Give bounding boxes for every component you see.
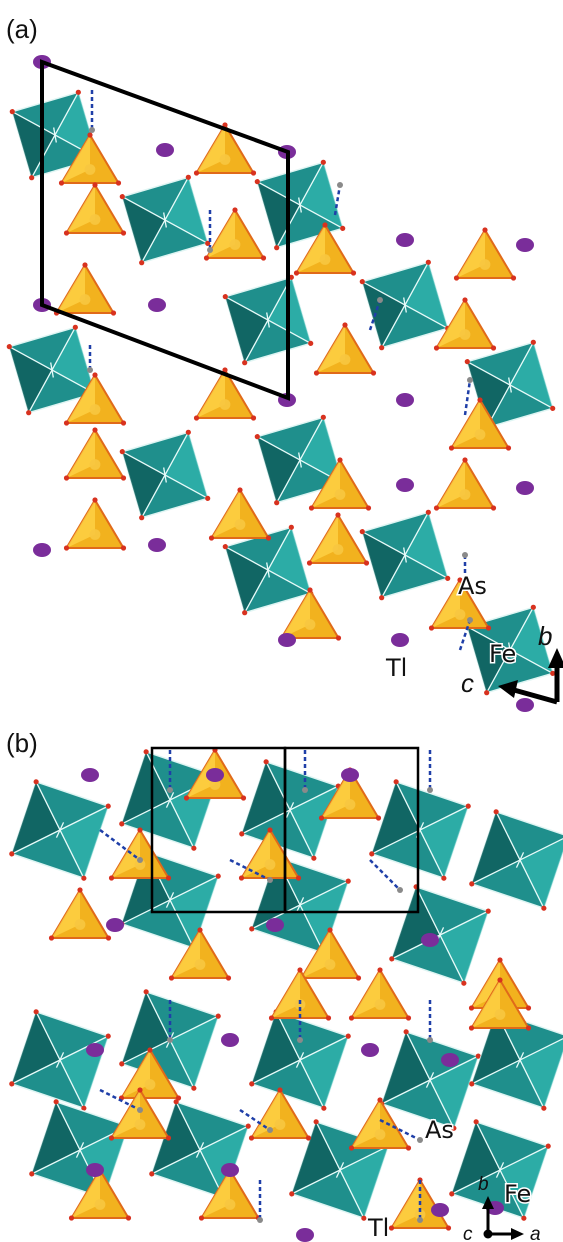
as-tetrahedron-icon: [63, 497, 127, 551]
as-tetrahedron-icon: [268, 967, 332, 1021]
tl-atom-icon: [221, 1163, 239, 1177]
as-tetrahedron-icon: [468, 977, 532, 1031]
panel-a: [6, 55, 556, 712]
tl-atom-icon: [278, 633, 296, 647]
tl-atom-icon: [421, 933, 439, 947]
tl-atom-icon: [86, 1043, 104, 1057]
as-label-b: As: [425, 1116, 454, 1144]
as-tetrahedron-icon: [108, 1087, 172, 1141]
as-tetrahedron-icon: [448, 397, 512, 451]
fe-octahedron-icon: [239, 759, 341, 861]
fe-octahedron-icon: [359, 259, 451, 351]
axis-arrow-icon: [498, 648, 563, 705]
tl-atom-icon: [296, 1228, 314, 1242]
fe-octahedron-icon: [359, 509, 451, 601]
axis-a-label-b: a: [530, 1224, 541, 1242]
as-tetrahedron-icon: [48, 887, 112, 941]
tl-atom-icon: [396, 478, 414, 492]
tl-atom-icon: [341, 768, 359, 782]
panel-b: [9, 746, 563, 1242]
as-tetrahedron-icon: [306, 512, 370, 566]
tl-atom-icon: [431, 1203, 449, 1217]
axis-arrow-icon: [482, 1196, 524, 1240]
as-label-a: As: [458, 572, 487, 600]
fe-octahedron-icon: [9, 1009, 111, 1111]
as-tetrahedron-icon: [108, 827, 172, 881]
axis-b-label-b: b: [478, 1174, 489, 1195]
tl-atom-icon: [156, 143, 174, 157]
fe-octahedron-icon: [119, 174, 211, 266]
as-tetrahedron-icon: [193, 122, 257, 176]
fe-octahedron-icon: [222, 524, 314, 616]
as-tetrahedron-icon: [318, 767, 382, 821]
fe-octahedron-icon: [9, 779, 111, 881]
panel-a-label: (a): [6, 14, 38, 44]
axis-b-label-a: b: [538, 621, 552, 651]
as-tetrahedron-icon: [313, 322, 377, 376]
tl-label-b: Tl: [367, 1214, 389, 1242]
tl-atom-icon: [148, 538, 166, 552]
fe-octahedron-icon: [119, 849, 221, 951]
as-tetrahedron-icon: [193, 367, 257, 421]
as-tetrahedron-icon: [433, 457, 497, 511]
tl-atom-icon: [391, 633, 409, 647]
unit-cell-outline: [283, 746, 420, 914]
as-tetrahedron-icon: [428, 577, 492, 631]
as-tetrahedron-icon: [198, 1167, 262, 1221]
tl-atom-icon: [516, 481, 534, 495]
as-tetrahedron-icon: [278, 587, 342, 641]
tl-atom-icon: [396, 393, 414, 407]
as-tetrahedron-icon: [348, 967, 412, 1021]
as-tetrahedron-icon: [433, 297, 497, 351]
tl-atom-icon: [81, 768, 99, 782]
tl-atom-icon: [516, 698, 534, 712]
tl-atom-icon: [86, 1163, 104, 1177]
fe-octahedron-icon: [389, 884, 491, 986]
as-tetrahedron-icon: [63, 182, 127, 236]
as-tetrahedron-icon: [68, 1167, 132, 1221]
tl-atom-icon: [33, 543, 51, 557]
tl-atom-icon: [266, 918, 284, 932]
fe-octahedron-icon: [119, 429, 211, 521]
axis-c-label-a: c: [461, 668, 474, 698]
as-tetrahedron-icon: [298, 927, 362, 981]
as-tetrahedron-icon: [118, 1047, 182, 1101]
fe-octahedron-icon: [369, 779, 471, 881]
fe-octahedron-icon: [249, 1009, 351, 1111]
as-tetrahedron-icon: [208, 487, 272, 541]
fe-octahedron-icon: [254, 414, 346, 506]
tl-atom-icon: [516, 238, 534, 252]
panel-b-label: (b): [6, 728, 38, 758]
fe-octahedron-icon: [222, 274, 314, 366]
as-tetrahedron-icon: [168, 927, 232, 981]
tl-label-a: Tl: [385, 654, 407, 682]
fe-label-b: Fe: [504, 1180, 531, 1208]
as-tetrahedron-icon: [348, 1097, 412, 1151]
axis-c-label-b: c: [463, 1224, 473, 1242]
as-tetrahedron-icon: [293, 222, 357, 276]
fe-octahedron-icon: [29, 1099, 131, 1201]
as-tetrahedron-icon: [203, 207, 267, 261]
tl-atom-icon: [206, 768, 224, 782]
as-tetrahedron-icon: [453, 227, 517, 281]
fe-label-a: Fe: [489, 640, 516, 668]
tl-atom-icon: [361, 1043, 379, 1057]
tl-atom-icon: [148, 298, 166, 312]
as-tetrahedron-icon: [308, 457, 372, 511]
unit-cell-outline: [40, 59, 290, 401]
tl-atom-icon: [221, 1033, 239, 1047]
tl-atom-icon: [396, 233, 414, 247]
fe-octahedron-icon: [464, 339, 556, 431]
tl-atom-icon: [441, 1053, 459, 1067]
fe-octahedron-icon: [449, 1119, 551, 1221]
as-tetrahedron-icon: [58, 132, 122, 186]
as-tetrahedron-icon: [63, 372, 127, 426]
fe-octahedron-icon: [6, 324, 98, 416]
fe-octahedron-icon: [469, 809, 563, 911]
tl-atom-icon: [106, 918, 124, 932]
as-tetrahedron-icon: [53, 262, 117, 316]
fe-octahedron-icon: [254, 159, 346, 251]
as-tetrahedron-icon: [63, 427, 127, 481]
